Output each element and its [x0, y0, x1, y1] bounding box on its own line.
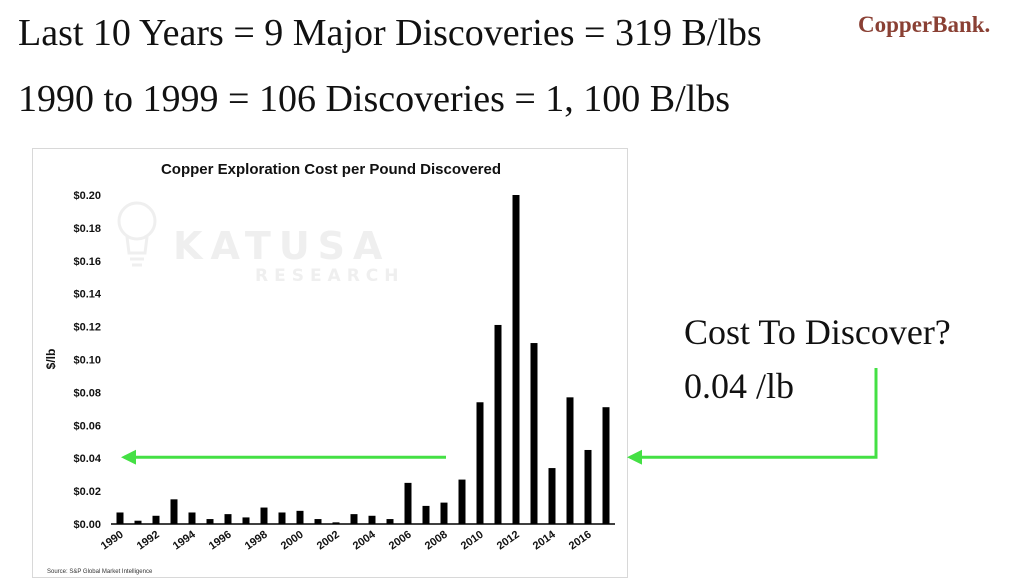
y-tick-label: $0.06	[73, 420, 101, 432]
bar-1994	[188, 512, 196, 524]
bar-2015	[566, 397, 574, 524]
bar-1990	[116, 512, 124, 524]
bar-1999	[278, 512, 286, 524]
y-tick-label: $0.00	[73, 519, 101, 531]
x-tick-label: 2014	[531, 528, 559, 552]
x-tick-label: 1996	[207, 529, 234, 553]
bar-1991	[134, 520, 142, 524]
y-tick-label: $0.10	[73, 355, 101, 367]
headline-discoveries-1990s: 1990 to 1999 = 106 Discoveries = 1, 100 …	[18, 78, 731, 120]
bar-2008	[440, 502, 448, 524]
bar-2011	[494, 324, 502, 524]
y-tick-label: $0.18	[73, 223, 101, 235]
lightbulb-icon	[117, 201, 157, 267]
bar-2002	[332, 522, 340, 524]
x-tick-label: 1992	[135, 529, 162, 553]
y-tick-label: $0.12	[73, 322, 101, 334]
bar-2016	[584, 449, 592, 524]
bar-2017	[602, 407, 610, 524]
x-tick-label: 2010	[459, 529, 486, 553]
x-tick-label: 1990	[99, 529, 126, 553]
x-tick-label: 2006	[387, 529, 414, 553]
chart-source-note: Source: S&P Global Market Intelligence	[47, 569, 153, 575]
bar-1993	[170, 499, 178, 524]
copper-exploration-cost-chart: KATUSA RESEARCH Copper Exploration Cost …	[44, 161, 615, 575]
watermark-research: RESEARCH	[255, 266, 405, 286]
x-axis-ticks: 1990 1992 1994 1996 1998 2000 2002 2004 2006 2008…	[99, 528, 594, 552]
bar-2000	[296, 510, 304, 524]
y-tick-label: $0.02	[73, 486, 101, 498]
callout-value: 0.04 /lb	[684, 366, 795, 406]
watermark-katusa: KATUSA	[173, 224, 390, 268]
bar-1997	[242, 517, 250, 524]
bar-2014	[548, 468, 556, 524]
bar-2006	[404, 482, 412, 524]
bar-1998	[260, 507, 268, 524]
x-tick-label: 1994	[171, 528, 199, 552]
headline-discoveries-last-10-years: Last 10 Years = 9 Major Discoveries = 31…	[18, 12, 762, 54]
y-axis-ticks: $0.00 $0.02 $0.04 $0.06 $0.08 $0.10 $0.12 $0.14…	[73, 190, 101, 531]
y-tick-label: $0.16	[73, 256, 101, 268]
bar-2012	[512, 195, 520, 524]
y-tick-label: $0.08	[73, 387, 101, 399]
bar-1996	[224, 514, 232, 524]
copperbank-logo: CopperBank.	[858, 12, 991, 37]
y-tick-label: $0.20	[73, 190, 101, 202]
callout-question: Cost To Discover?	[684, 312, 951, 352]
x-tick-label: 2004	[351, 528, 379, 552]
bar-1995	[206, 519, 214, 524]
bar-2001	[314, 519, 322, 524]
y-tick-label: $0.14	[73, 289, 101, 301]
bar-2013	[530, 343, 538, 524]
bar-2004	[368, 515, 376, 524]
bar-1992	[152, 515, 160, 524]
y-tick-label: $0.04	[73, 453, 101, 465]
bar-series	[116, 195, 610, 524]
katusa-watermark: KATUSA RESEARCH	[117, 201, 405, 286]
x-tick-label: 1998	[243, 529, 270, 553]
x-tick-label: 2008	[423, 529, 450, 553]
chart-panel: KATUSA RESEARCH Copper Exploration Cost …	[32, 148, 628, 578]
y-axis-label: $/lb	[44, 349, 58, 370]
bar-2005	[386, 519, 394, 524]
x-tick-label: 2000	[279, 529, 306, 553]
chart-title: Copper Exploration Cost per Pound Discov…	[161, 161, 501, 178]
x-tick-label: 2012	[495, 529, 522, 553]
x-tick-label: 2002	[315, 529, 342, 553]
bar-2010	[476, 402, 484, 524]
bar-2007	[422, 505, 430, 524]
x-tick-label: 2016	[567, 529, 594, 553]
bar-2009	[458, 479, 466, 524]
bar-2003	[350, 514, 358, 524]
